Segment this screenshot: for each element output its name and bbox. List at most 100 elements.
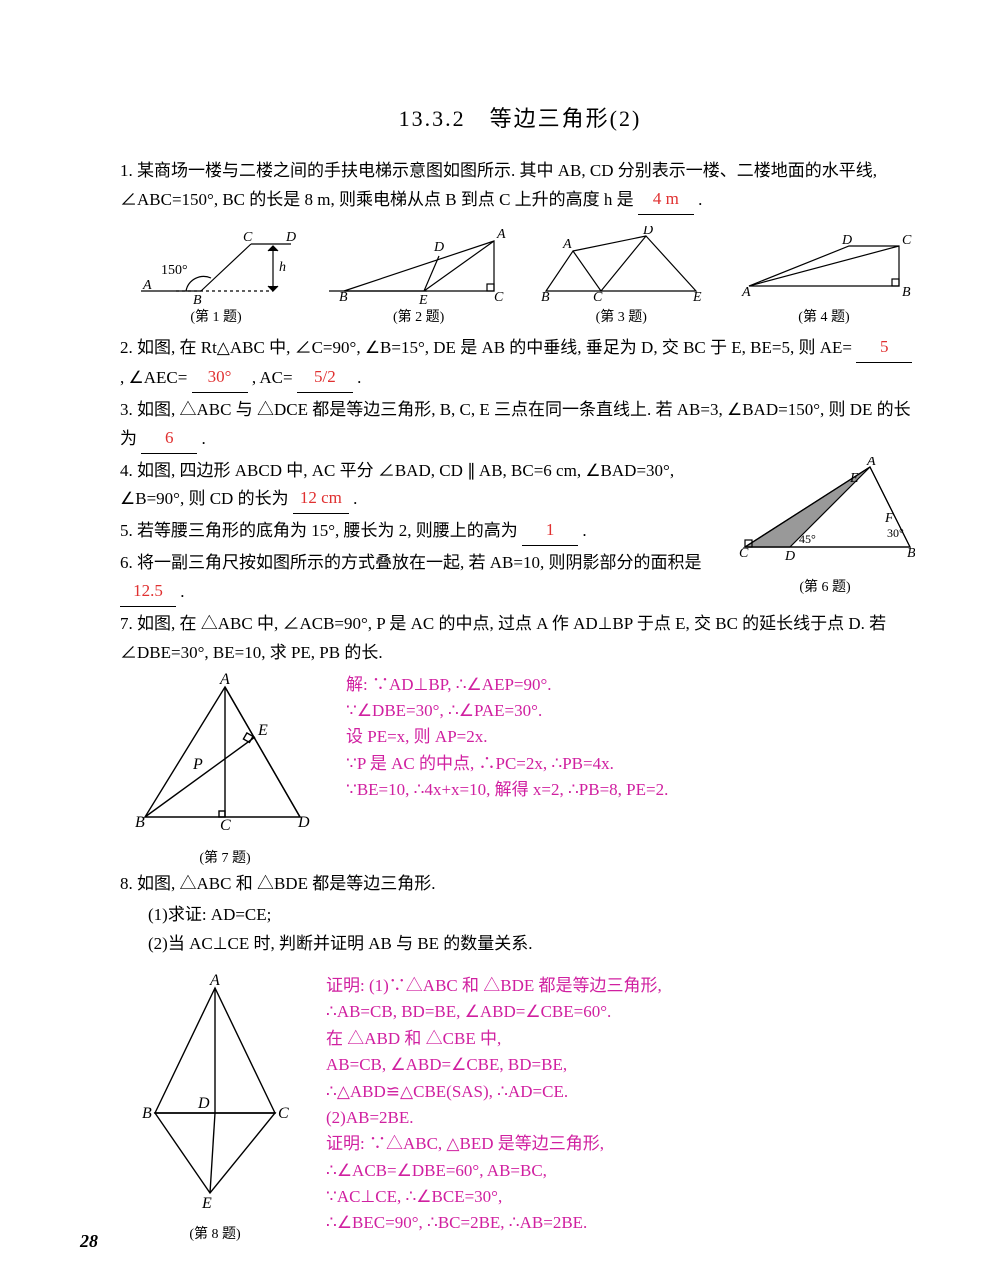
q6-answer: 12.5 — [120, 577, 176, 607]
q8-sol-line-2: 在 △ABD 和 △CBE 中, — [326, 1026, 920, 1052]
svg-text:E: E — [692, 290, 702, 304]
figure-row-1to4: A B C D 150° h (第 1 题) B A C — [120, 226, 920, 330]
svg-text:F: F — [884, 511, 894, 526]
q1-text-b: . — [698, 190, 702, 209]
svg-text:150°: 150° — [161, 263, 188, 278]
question-7: 7. 如图, 在 △ABC 中, ∠ACB=90°, P 是 AC 的中点, 过… — [120, 610, 920, 668]
figure-3: B C E A D — [531, 226, 711, 304]
svg-text:B: B — [541, 290, 550, 304]
q1-text-a: 1. 某商场一楼与二楼之间的手扶电梯示意图如图所示. 其中 AB, CD 分别表… — [120, 161, 877, 209]
svg-text:B: B — [907, 546, 915, 561]
q7-text: 7. 如图, 在 △ABC 中, ∠ACB=90°, P 是 AC 的中点, 过… — [120, 610, 920, 668]
fig3-caption: (第 3 题) — [525, 306, 717, 330]
fig4-caption: (第 4 题) — [728, 306, 920, 330]
svg-text:C: C — [739, 546, 749, 561]
solution-8: A B C D E (第 8 题) 证明: (1)∵△ABC 和 △BDE 都是… — [120, 973, 920, 1247]
svg-text:C: C — [243, 230, 253, 245]
q8-sol-line-3: AB=CB, ∠ABD=∠CBE, BD=BE, — [326, 1052, 920, 1078]
q1-answer: 4 m — [638, 185, 694, 215]
q6-text-a: 6. 将一副三角尺按如图所示的方式叠放在一起, 若 AB=10, 则阴影部分的面… — [120, 553, 701, 572]
svg-text:B: B — [135, 814, 145, 831]
fig1-caption: (第 1 题) — [120, 306, 312, 330]
svg-text:45°: 45° — [799, 532, 816, 546]
svg-text:C: C — [593, 290, 603, 304]
svg-text:A: A — [219, 672, 230, 688]
question-8: 8. 如图, △ABC 和 △BDE 都是等边三角形. — [120, 870, 920, 899]
figure-1: A B C D 150° h — [131, 226, 301, 304]
fig8-caption: (第 8 题) — [120, 1223, 310, 1247]
svg-text:A: A — [209, 973, 220, 989]
q3-text-a: 3. 如图, △ABC 与 △DCE 都是等边三角形, B, C, E 三点在同… — [120, 400, 911, 448]
q3-answer: 6 — [141, 424, 197, 454]
q7-sol-line-4: ∵BE=10, ∴4x+x=10, 解得 x=2, ∴PB=8, PE=2. — [346, 777, 920, 803]
q8-text: 8. 如图, △ABC 和 △BDE 都是等边三角形. — [120, 870, 920, 899]
fig7-caption: (第 7 题) — [120, 847, 330, 871]
q4-text-a: 4. 如图, 四边形 ABCD 中, AC 平分 ∠BAD, CD ∥ AB, … — [120, 461, 674, 509]
question-6: 6. 将一副三角尺按如图所示的方式叠放在一起, 若 AB=10, 则阴影部分的面… — [120, 549, 722, 608]
question-5: 5. 若等腰三角形的底角为 15°, 腰长为 2, 则腰上的高为 1 . — [120, 517, 722, 547]
figure-7: A B C D P E — [125, 672, 325, 837]
q4-answer: 12 cm — [293, 484, 349, 514]
svg-text:h: h — [279, 260, 286, 275]
q8-sol-line-0: 证明: (1)∵△ABC 和 △BDE 都是等边三角形, — [326, 973, 920, 999]
q2-answer-3: 5/2 — [297, 363, 353, 393]
q8-sol-line-8: ∵AC⊥CE, ∴∠BCE=30°, — [326, 1184, 920, 1210]
svg-text:A: A — [866, 457, 876, 469]
question-1: 1. 某商场一楼与二楼之间的手扶电梯示意图如图所示. 其中 AB, CD 分别表… — [120, 157, 920, 216]
q5-text-a: 5. 若等腰三角形的底角为 15°, 腰长为 2, 则腰上的高为 — [120, 521, 522, 540]
q2-answer-2: 30° — [192, 363, 248, 393]
fig2-caption: (第 2 题) — [323, 306, 515, 330]
q2-text-d: . — [357, 368, 361, 387]
figure-6-wrap: A C D B F E 30° 45° (第 6 题) — [730, 457, 920, 601]
svg-text:30°: 30° — [887, 526, 904, 540]
question-2: 2. 如图, 在 Rt△ABC 中, ∠C=90°, ∠B=15°, DE 是 … — [120, 334, 920, 394]
q5-text-b: . — [582, 521, 586, 540]
solution-7: A B C D P E (第 7 题) 解: ∵AD⊥BP, ∴∠AEP=90°… — [120, 672, 920, 871]
q7-sol-line-2: 设 PE=x, 则 AP=2x. — [346, 724, 920, 750]
section-title: 13.3.2 等边三角形(2) — [120, 100, 920, 137]
svg-text:D: D — [433, 240, 444, 255]
figure-2: B A C E D — [329, 226, 509, 304]
svg-text:D: D — [197, 1095, 210, 1112]
q2-text-a: 2. 如图, 在 Rt△ABC 中, ∠C=90°, ∠B=15°, DE 是 … — [120, 338, 852, 357]
q2-answer-1: 5 — [856, 333, 912, 363]
q7-sol-line-0: 解: ∵AD⊥BP, ∴∠AEP=90°. — [346, 672, 920, 698]
svg-text:B: B — [902, 285, 911, 300]
q8-part-2: (2)当 AC⊥CE 时, 判断并证明 AB 与 BE 的数量关系. — [148, 930, 920, 959]
q6-text-b: . — [180, 582, 184, 601]
svg-text:A: A — [741, 285, 751, 300]
svg-text:B: B — [339, 290, 348, 304]
q8-sol-line-5: (2)AB=2BE. — [326, 1105, 920, 1131]
figure-4: A B C D — [734, 226, 914, 304]
q7-sol-line-3: ∵P 是 AC 的中点, ∴PC=2x, ∴PB=4x. — [346, 751, 920, 777]
svg-text:C: C — [278, 1105, 289, 1122]
question-3: 3. 如图, △ABC 与 △DCE 都是等边三角形, B, C, E 三点在同… — [120, 396, 920, 455]
svg-text:D: D — [297, 814, 310, 831]
svg-text:A: A — [562, 237, 572, 252]
svg-text:E: E — [201, 1195, 212, 1212]
question-4: 4. 如图, 四边形 ABCD 中, AC 平分 ∠BAD, CD ∥ AB, … — [120, 457, 722, 516]
q3-text-b: . — [202, 429, 206, 448]
fig6-caption: (第 6 题) — [730, 576, 920, 600]
q4-text-b: . — [353, 489, 357, 508]
svg-text:B: B — [193, 293, 202, 304]
q8-sol-line-6: 证明: ∵△ABC, △BED 是等边三角形, — [326, 1131, 920, 1157]
svg-text:D: D — [642, 226, 653, 238]
svg-text:P: P — [192, 756, 203, 773]
svg-text:A: A — [496, 227, 506, 242]
svg-text:C: C — [902, 233, 912, 248]
svg-text:E: E — [849, 471, 859, 486]
q2-text-b: , ∠AEC= — [120, 368, 187, 387]
figure-8: A B C D E — [130, 973, 300, 1213]
q5-answer: 1 — [522, 516, 578, 546]
svg-text:E: E — [418, 293, 428, 304]
page-number: 28 — [80, 1226, 98, 1257]
q7-sol-line-1: ∵∠DBE=30°, ∴∠PAE=30°. — [346, 698, 920, 724]
svg-text:C: C — [494, 290, 504, 304]
svg-text:A: A — [142, 278, 152, 293]
q2-text-c: , AC= — [252, 368, 293, 387]
svg-text:D: D — [841, 233, 852, 248]
solution-8-text: 证明: (1)∵△ABC 和 △BDE 都是等边三角形, ∴AB=CB, BD=… — [310, 973, 920, 1247]
solution-7-text: 解: ∵AD⊥BP, ∴∠AEP=90°. ∵∠DBE=30°, ∴∠PAE=3… — [330, 672, 920, 871]
q8-sol-line-7: ∴∠ACB=∠DBE=60°, AB=BC, — [326, 1158, 920, 1184]
